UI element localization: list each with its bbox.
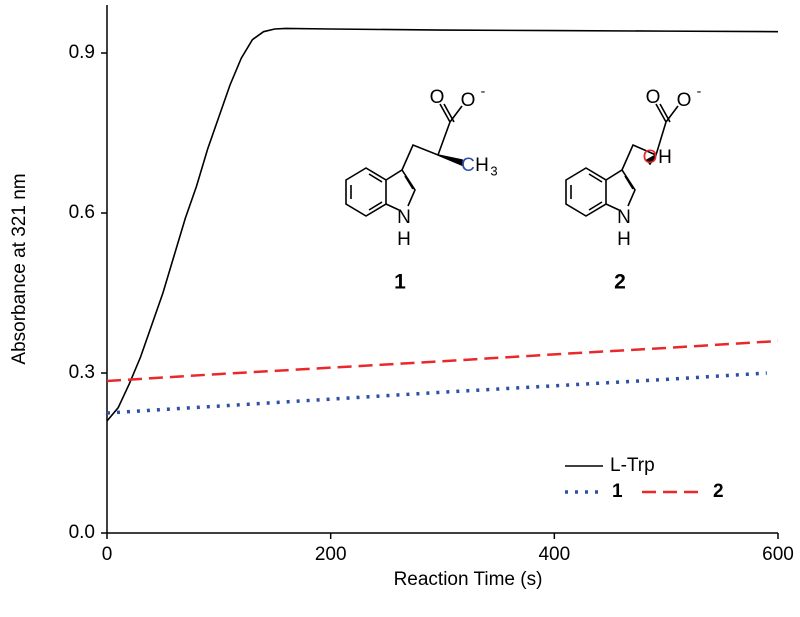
atom-label: O (646, 87, 661, 108)
atom-label: O (430, 87, 445, 108)
atom-label: H (397, 229, 411, 250)
series-line (106, 371, 767, 415)
y-tick-label: 0.6 (69, 202, 95, 223)
atom-label: H (475, 155, 489, 176)
x-tick-label: 200 (315, 544, 347, 565)
structure-1-bonds (345, 103, 463, 217)
atom-label: H (658, 147, 672, 168)
series-line (106, 27, 779, 422)
series-line (106, 339, 779, 383)
x-tick-label: 400 (538, 544, 570, 565)
y-tick-label: 0.0 (69, 522, 95, 543)
atom-label: 3 (490, 163, 497, 178)
x-tick-label: 600 (762, 544, 794, 565)
x-tick-label: 0 (102, 544, 113, 565)
legend-label: 1 (612, 481, 623, 502)
structure-label: 1 (394, 271, 406, 294)
structure-2-bonds (565, 103, 679, 217)
atom-label: - (481, 83, 486, 99)
atom-label: N (617, 207, 631, 228)
legend-label: 2 (713, 481, 724, 502)
atom-label: O (461, 90, 476, 111)
y-tick-label: 0.3 (69, 362, 95, 383)
atom-label: C (461, 155, 475, 176)
y-tick-label: 0.9 (69, 42, 95, 63)
atom-label: H (617, 229, 631, 250)
atom-label: O (643, 147, 658, 168)
x-axis-label: Reaction Time (s) (394, 569, 543, 590)
atom-label: N (397, 207, 411, 228)
atom-label: - (697, 83, 702, 99)
structure-label: 2 (614, 271, 626, 294)
atom-label: O (677, 90, 692, 111)
y-axis-label: Absorbance at 321 nm (9, 173, 30, 364)
legend-label: L-Trp (610, 455, 655, 476)
